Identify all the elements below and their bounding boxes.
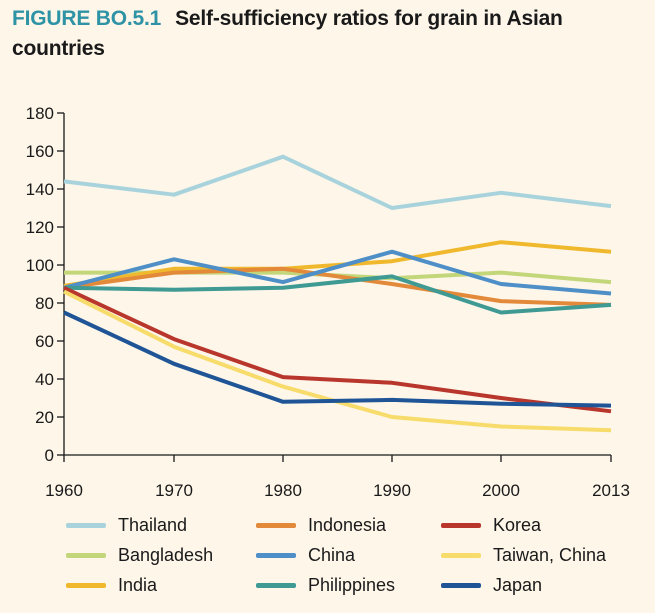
- x-tick-label: 2013: [592, 481, 630, 500]
- legend-label: Bangladesh: [118, 544, 214, 565]
- legend: Thailand Bangladesh India Indonesia China Phi…: [66, 510, 655, 606]
- legend-item-bangladesh: Bangladesh: [66, 540, 256, 570]
- y-tick-label: 160: [26, 142, 54, 161]
- legend-item-thailand: Thailand: [66, 510, 256, 540]
- series-line-thailand: [63, 154, 612, 210]
- legend-label: Japan: [493, 574, 543, 595]
- legend-item-philippines: Philippines: [256, 570, 441, 600]
- y-tick-label: 180: [26, 104, 54, 123]
- series-line-indonesia: [63, 266, 612, 307]
- y-tick-label: 100: [26, 256, 54, 275]
- legend-item-korea: Korea: [441, 510, 641, 540]
- legend-swatch: [441, 552, 481, 558]
- legend-item-japan: Japan: [441, 570, 641, 600]
- legend-label: China: [308, 544, 356, 565]
- series-line-japan: [63, 310, 612, 408]
- legend-item-taiwan-china: Taiwan, China: [441, 540, 641, 570]
- x-tick-label: 1960: [45, 481, 83, 500]
- y-tick-label: 0: [45, 446, 54, 465]
- legend-label: Thailand: [118, 514, 188, 535]
- y-tick-label: 80: [35, 294, 54, 313]
- x-tick-label: 1980: [264, 481, 302, 500]
- legend-swatch: [256, 582, 296, 588]
- title-text: Self-sufficiency ratios for grain in Asi…: [12, 7, 563, 60]
- series-lines: [63, 154, 612, 433]
- y-tick-label: 20: [35, 408, 54, 427]
- legend-swatch: [256, 522, 296, 528]
- legend-label: Taiwan, China: [493, 544, 607, 565]
- series-line-philippines: [63, 274, 612, 315]
- legend-swatch: [441, 582, 481, 588]
- y-tick-label: 40: [35, 370, 54, 389]
- legend-label: Korea: [493, 514, 542, 535]
- series-line-china: [63, 249, 612, 296]
- axes: 0 20 40 60 80 100 120 140 160 180 1960 1970 1980 1990…: [26, 104, 630, 500]
- legend-swatch: [66, 522, 106, 528]
- legend-swatch: [256, 552, 296, 558]
- legend-swatch: [441, 522, 481, 528]
- legend-item-india: India: [66, 570, 256, 600]
- legend-label: India: [118, 574, 158, 595]
- legend-swatch: [66, 582, 106, 588]
- x-tick-label: 1990: [373, 481, 411, 500]
- y-tick-label: 60: [35, 332, 54, 351]
- chart-title: FIGURE BO.5.1 Self-sufficiency ratios for…: [12, 4, 652, 64]
- legend-swatch: [66, 552, 106, 558]
- x-tick-label: 2000: [482, 481, 520, 500]
- legend-item-china: China: [256, 540, 441, 570]
- legend-label: Indonesia: [308, 514, 387, 535]
- series-line-india: [63, 240, 612, 288]
- legend-label: Philippines: [308, 574, 396, 595]
- series-line-korea: [63, 285, 612, 414]
- x-tick-label: 1970: [155, 481, 193, 500]
- figure-label: FIGURE BO.5.1: [12, 7, 162, 30]
- legend-item-indonesia: Indonesia: [256, 510, 441, 540]
- y-tick-label: 140: [26, 180, 54, 199]
- y-tick-label: 120: [26, 218, 54, 237]
